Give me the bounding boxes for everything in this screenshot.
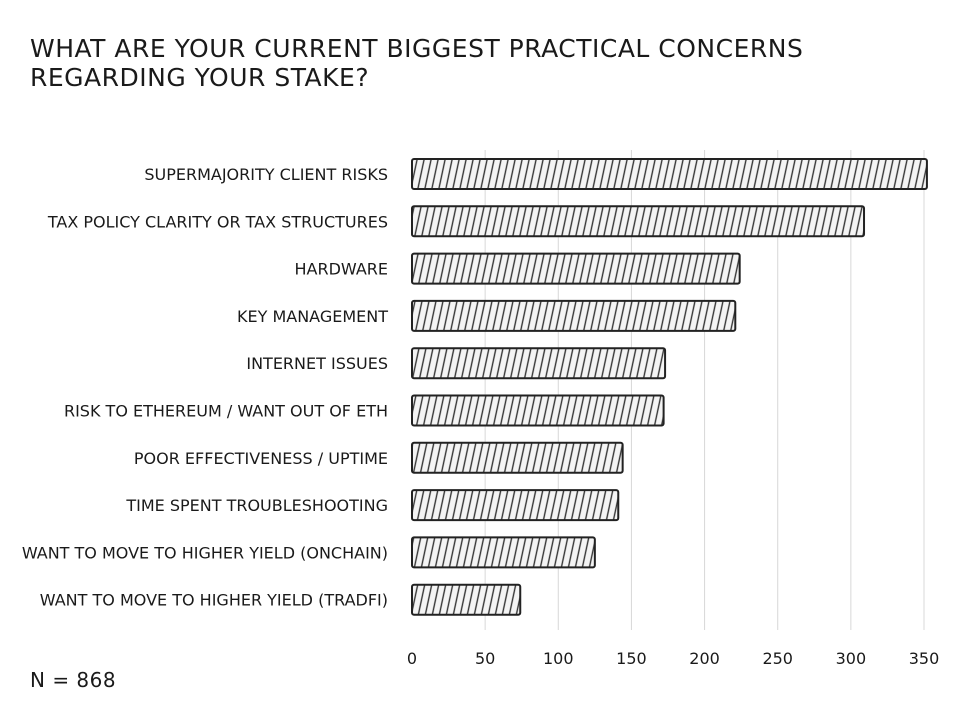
bar-0 (411, 158, 928, 190)
bar-2 (411, 252, 741, 285)
category-label: KEY MANAGEMENT (237, 307, 388, 326)
chart-title: WHAT ARE YOUR CURRENT BIGGEST PRACTICAL … (30, 34, 930, 92)
bar-4 (411, 347, 667, 380)
x-tick-label: 0 (407, 649, 417, 668)
x-tick-label: 50 (475, 649, 495, 668)
x-tick-label: 150 (616, 649, 647, 668)
x-tick-label: 100 (543, 649, 574, 668)
category-label: POOR EFFECTIVENESS / UPTIME (134, 449, 388, 468)
category-label: WANT TO MOVE TO HIGHER YIELD (TRADFI) (40, 591, 388, 610)
category-labels: SUPERMAJORITY CLIENT RISKS TAX POLICY CLA… (22, 165, 388, 610)
category-label: TAX POLICY CLARITY OR TAX STRUCTURES (47, 212, 388, 231)
sample-size-annotation: N = 868 (30, 668, 117, 692)
chart-title-line-2: REGARDING YOUR STAKE? (30, 63, 370, 92)
category-label: TIME SPENT TROUBLESHOOTING (125, 496, 388, 515)
bar-9 (411, 583, 522, 616)
category-label: RISK TO ETHEREUM / WANT OUT OF ETH (64, 402, 388, 421)
category-label: HARDWARE (294, 260, 388, 279)
x-tick-label: 200 (689, 649, 720, 668)
category-label: INTERNET ISSUES (246, 354, 388, 373)
category-label: SUPERMAJORITY CLIENT RISKS (144, 165, 388, 184)
x-tick-label: 250 (762, 649, 793, 668)
chart-title-line-1: WHAT ARE YOUR CURRENT BIGGEST PRACTICAL … (30, 34, 804, 63)
x-tick-label: 350 (909, 649, 940, 668)
bar-5 (411, 394, 665, 427)
bar-1 (411, 205, 866, 238)
x-axis-ticks: 0 50 100 150 200 250 300 350 (407, 649, 939, 668)
bar-8 (411, 536, 596, 569)
bar-7 (411, 489, 620, 522)
bar-3 (411, 299, 737, 332)
bar-6 (411, 441, 624, 474)
bars (411, 158, 928, 616)
category-label: WANT TO MOVE TO HIGHER YIELD (ONCHAIN) (22, 543, 388, 562)
x-tick-label: 300 (836, 649, 867, 668)
